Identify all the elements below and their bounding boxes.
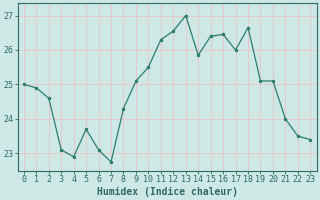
X-axis label: Humidex (Indice chaleur): Humidex (Indice chaleur)	[97, 186, 237, 197]
